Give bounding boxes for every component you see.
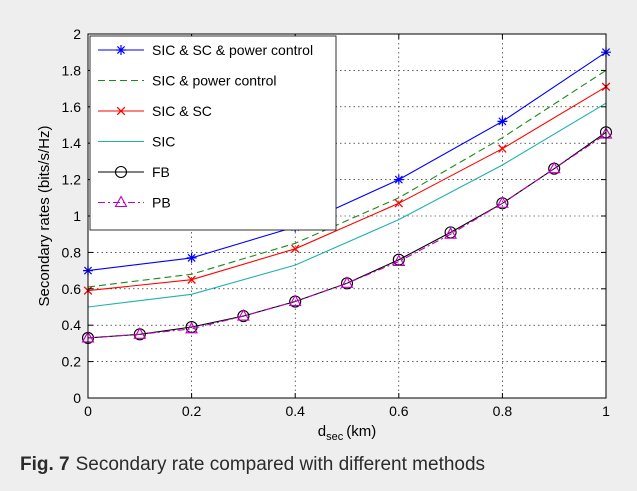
data-point [114,195,128,208]
y-tick-label: 1.8 [62,62,82,78]
data-point [497,116,508,127]
data-point [290,244,300,254]
series-sic [87,102,607,308]
x-tick-label: 0.4 [285,403,305,419]
data-point [547,161,561,174]
y-tick-label: 0.8 [62,244,82,260]
data-point [133,327,147,339]
x-axis-label: dsec (km) [318,423,376,443]
legend-label: FB [152,164,170,180]
axis-ticks: 0 0.2 0.4 0.6 0.8 1 0 0.2 0.4 0.6 0.8 1 1.2 1.4 1.6 1.8… [62,26,611,419]
x-axis-label-sub: sec [326,431,344,443]
data-point [444,227,458,239]
x-tick-label: 1 [602,403,610,419]
legend-label: PB [152,195,171,211]
data-point [186,252,197,263]
data-point [116,106,126,116]
data-point [498,144,507,153]
caption-text: Secondary rate compared with different m… [75,454,486,475]
figure-caption: Fig. 7 Secondary rate compared with diffe… [20,454,485,476]
x-tick-label: 0.2 [182,403,202,419]
legend-label: SIC [152,134,175,150]
data-point [394,199,404,208]
y-tick-label: 1.4 [62,135,82,151]
data-point [116,45,126,55]
x-axis-label-unit: (km) [346,423,376,440]
data-point [288,294,302,307]
data-point [236,308,250,321]
data-point [495,196,509,208]
series-line [87,86,607,292]
y-tick-label: 1.6 [62,99,82,115]
figure-number: Fig. 7 [20,454,70,475]
legend-label: SIC & SC & power control [152,42,313,58]
series-layer [81,47,613,344]
x-tick-label: 0 [84,403,92,419]
y-axis-label: Secondary rates (bits/s/Hz) [36,126,53,307]
y-tick-label: 0.4 [62,317,82,333]
series-line [87,69,607,288]
legend-label: SIC & power control [152,73,277,89]
legend-box [89,35,337,231]
series-line [87,133,607,339]
data-point [340,276,354,288]
series-line [87,102,607,308]
data-point [114,165,128,179]
x-tick-label: 0.8 [493,403,513,419]
x-axis-label-main: d [318,423,326,440]
data-point [392,254,406,267]
legend-label: SIC & SC [152,103,212,119]
y-tick-label: 2 [73,26,81,42]
data-point [185,321,199,334]
y-tick-label: 0.6 [62,281,82,297]
data-point [187,275,196,284]
y-tick-label: 0 [73,390,81,406]
legend: SIC & SC & power control SIC & power cont… [89,35,337,231]
y-tick-label: 1.2 [62,172,82,188]
series-line [87,51,607,272]
y-tick-label: 0.2 [62,354,82,370]
y-tick-label: 1 [73,208,81,224]
series-sic-power-control [87,69,607,288]
data-point [393,174,404,185]
x-tick-label: 0.6 [389,403,409,419]
